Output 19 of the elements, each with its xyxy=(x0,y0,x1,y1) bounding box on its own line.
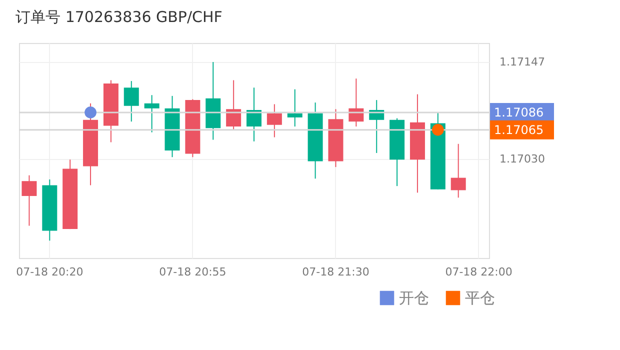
x-tick-label: 07-18 20:55 xyxy=(159,266,226,278)
chart-title: 订单号 170263836 GBP/CHF xyxy=(16,8,222,26)
candlestick xyxy=(450,143,466,198)
legend-label: 平仓 xyxy=(465,289,495,307)
candlestick xyxy=(246,87,262,142)
x-tick-label: 07-18 20:20 xyxy=(16,266,84,278)
candlestick xyxy=(22,174,37,226)
ref-line-label: 1.17086 xyxy=(494,105,544,120)
legend-label: 开仓 xyxy=(399,289,429,307)
candlestick xyxy=(266,104,282,138)
candlestick xyxy=(226,80,242,130)
y-tick-label: 1.17030 xyxy=(500,152,545,166)
ref-line-label: 1.17065 xyxy=(494,122,544,137)
x-tick-label: 07-18 21:30 xyxy=(302,266,370,278)
candlestick xyxy=(287,88,302,128)
candlestick xyxy=(144,94,160,133)
y-tick-label: 1.17147 xyxy=(500,56,545,69)
candlestick xyxy=(124,80,139,122)
x-tick-label: 07-18 22:00 xyxy=(445,266,512,278)
